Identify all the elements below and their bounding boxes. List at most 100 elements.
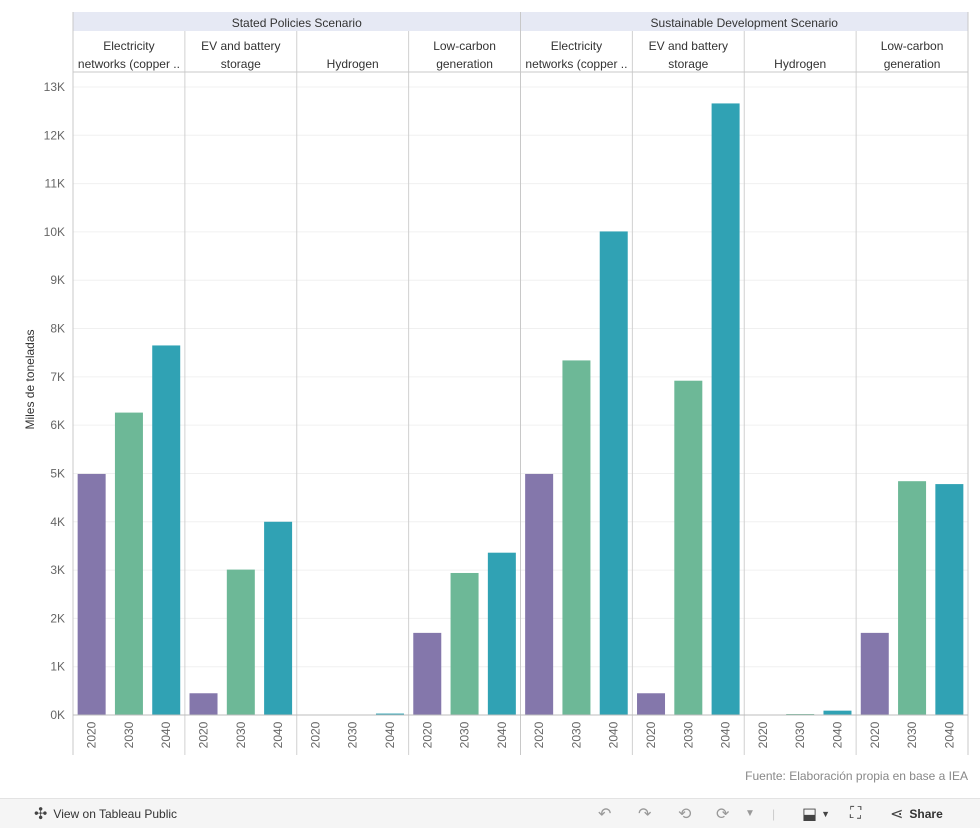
group-header-label: Hydrogen <box>774 57 826 71</box>
bar-2020 <box>525 473 554 715</box>
bar-2040 <box>599 231 628 715</box>
x-tick-label: 2020 <box>420 721 434 748</box>
x-tick-label: 2030 <box>458 721 472 748</box>
fullscreen-button[interactable]: ⛶ <box>850 799 861 828</box>
bar-chart: Stated Policies Scenario Sustainable Deve… <box>23 12 969 755</box>
bar-2040 <box>935 484 964 715</box>
bar-2040 <box>487 552 516 715</box>
bar-2030 <box>898 481 927 715</box>
y-tick-label: 6K <box>50 418 65 432</box>
x-tick-label: 2040 <box>159 721 173 748</box>
y-tick-label: 1K <box>50 660 65 674</box>
x-tick-label: 2020 <box>756 721 770 748</box>
y-axis-title: Miles de toneladas <box>23 329 37 429</box>
x-tick-label: 2030 <box>346 721 360 748</box>
y-tick-label: 7K <box>50 370 65 384</box>
y-tick-label: 0K <box>50 708 65 722</box>
group-header-label: EV and battery <box>201 39 280 53</box>
group-header-label: networks (copper .. <box>78 57 180 71</box>
group-header-label: storage <box>221 57 261 71</box>
x-tick-label: 2040 <box>719 721 733 748</box>
group-header-label: EV and battery <box>649 39 728 53</box>
x-tick-label: 2040 <box>383 721 397 748</box>
share-button[interactable]: ⋖ Share <box>890 799 943 828</box>
caret-down-icon: ▼ <box>745 808 755 819</box>
bar-2030 <box>114 412 143 715</box>
revert-button[interactable]: ⟲ <box>678 799 691 828</box>
x-tick-label: 2030 <box>905 721 919 748</box>
bar-2020 <box>860 632 889 715</box>
bar-2040 <box>152 345 181 715</box>
pause-menu-button[interactable]: ▼ <box>745 799 755 828</box>
x-tick-label: 2030 <box>122 721 136 748</box>
group-header-label: generation <box>436 57 493 71</box>
group-header-label: generation <box>884 57 941 71</box>
group-header-label: networks (copper .. <box>525 57 627 71</box>
y-tick-label: 12K <box>44 128 65 142</box>
y-tick-label: 13K <box>44 80 65 94</box>
share-label: Share <box>909 806 943 821</box>
x-tick-label: 2040 <box>607 721 621 748</box>
bar-2040 <box>264 521 293 715</box>
view-on-tableau-label: View on Tableau Public <box>53 806 178 821</box>
bar-2030 <box>450 572 479 715</box>
y-tick-label: 5K <box>50 466 65 480</box>
group-header-label: storage <box>668 57 708 71</box>
x-tick-label: 2040 <box>942 721 956 748</box>
x-tick-label: 2020 <box>85 721 99 748</box>
x-tick-label: 2020 <box>868 721 882 748</box>
download-icon: ⬓ <box>802 805 818 823</box>
scenario-header-band <box>520 12 968 31</box>
bar-2020 <box>189 693 218 715</box>
x-tick-label: 2030 <box>793 721 807 748</box>
bar-2020 <box>77 473 106 715</box>
toolbar-divider: | <box>772 806 776 821</box>
tableau-toolbar: ✣ View on Tableau Public ↶ ↷ ⟲ ⟳ ▼ | ⬓ ▼… <box>0 798 980 828</box>
redo-button[interactable]: ↷ <box>638 799 651 828</box>
group-header-label: Hydrogen <box>327 57 379 71</box>
y-tick-label: 10K <box>44 225 65 239</box>
y-tick-label: 11K <box>45 177 65 191</box>
y-tick-label: 9K <box>50 273 65 287</box>
tableau-logo-icon: ✣ <box>34 805 48 823</box>
fullscreen-icon: ⛶ <box>850 804 862 822</box>
x-tick-label: 2030 <box>234 721 248 748</box>
bar-2030 <box>562 360 591 715</box>
x-tick-label: 2030 <box>569 721 583 748</box>
download-button[interactable]: ⬓ ▼ <box>802 799 830 828</box>
refresh-icon: ⟳ <box>716 805 730 823</box>
x-tick-label: 2020 <box>308 721 322 748</box>
x-tick-label: 2020 <box>532 721 546 748</box>
x-tick-label: 2040 <box>830 721 844 748</box>
undo-icon: ↶ <box>598 805 612 823</box>
redo-icon: ↷ <box>638 805 652 823</box>
share-icon: ⋖ <box>890 805 904 823</box>
scenario-header-band <box>73 12 521 31</box>
bar-2020 <box>413 632 442 715</box>
y-tick-label: 3K <box>50 563 65 577</box>
scenario-header-label: Stated Policies Scenario <box>232 16 362 30</box>
bar-2040 <box>823 710 852 715</box>
x-tick-label: 2020 <box>197 721 211 748</box>
scenario-header-label: Sustainable Development Scenario <box>651 16 839 30</box>
undo-button[interactable]: ↶ <box>598 799 611 828</box>
bar-2040 <box>375 713 404 715</box>
group-header-label: Electricity <box>551 39 602 53</box>
group-header-label: Low-carbon <box>881 39 944 53</box>
revert-icon: ⟲ <box>678 805 692 823</box>
group-header-label: Electricity <box>103 39 154 53</box>
view-on-tableau-public-link[interactable]: ✣ View on Tableau Public <box>34 799 177 828</box>
x-tick-label: 2040 <box>495 721 509 748</box>
y-tick-label: 2K <box>50 611 65 625</box>
source-note: Fuente: Elaboración propia en base a IEA <box>745 769 968 783</box>
bar-2030 <box>226 569 255 715</box>
x-tick-label: 2030 <box>681 721 695 748</box>
chevron-down-icon: ▼ <box>821 808 831 819</box>
bar-2020 <box>637 693 666 715</box>
pause-button[interactable]: ⟳ <box>716 799 729 828</box>
bar-2040 <box>711 103 740 715</box>
x-tick-label: 2020 <box>644 721 658 748</box>
x-tick-label: 2040 <box>271 721 285 748</box>
y-tick-label: 4K <box>50 515 65 529</box>
y-tick-label: 8K <box>50 322 65 336</box>
